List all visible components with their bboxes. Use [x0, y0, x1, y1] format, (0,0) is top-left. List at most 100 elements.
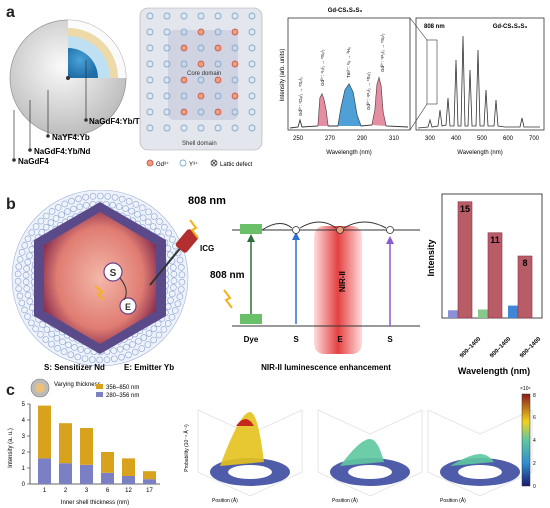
- bar-c-ytick-3: 3: [22, 434, 26, 440]
- spectrum2-title: Gd-CS₁S₂S₃: [493, 24, 528, 30]
- shell-ion: [14, 278, 22, 285]
- legend-defect: Lattic defect: [220, 162, 253, 168]
- shell-ion: [140, 334, 148, 341]
- shell-ion: [115, 203, 123, 210]
- y-ion: [248, 108, 256, 116]
- level-dye: Dye: [244, 335, 259, 344]
- shell-ion: [67, 351, 75, 358]
- y-ion: [180, 124, 188, 132]
- shell-ion: [111, 194, 119, 201]
- site-e: E: [125, 302, 131, 312]
- shell-ion: [134, 210, 141, 218]
- s1-tick-290: 290: [357, 136, 368, 142]
- bar-c-purple-4: [101, 472, 114, 484]
- legend-emitter: E: Emitter Yb: [124, 363, 174, 372]
- shell-ion: [110, 347, 118, 355]
- gd-ion: [197, 28, 205, 36]
- shell-ion: [164, 320, 172, 327]
- legend-purple-swatch: [96, 392, 103, 397]
- shell-ion: [138, 345, 146, 352]
- bar-c-ytick-4: 4: [22, 418, 26, 424]
- shell-ion: [154, 320, 162, 328]
- shell-ion: [48, 330, 56, 338]
- cb-tick-6: 6: [533, 415, 536, 421]
- y-ion: [163, 28, 171, 36]
- bar-c-orange-6: [143, 471, 156, 480]
- shell-ion: [16, 256, 24, 263]
- bar-c-orange-5: [122, 458, 135, 476]
- y-ion: [163, 76, 171, 84]
- level-s1: S: [293, 335, 299, 344]
- shell-domain-label: Shell domain: [182, 141, 217, 147]
- y-ion: [180, 60, 188, 68]
- shell-ion: [37, 217, 45, 225]
- shell-ion: [32, 325, 39, 333]
- shell-ion: [70, 205, 77, 213]
- shell-ion: [21, 306, 28, 314]
- y-ion: [231, 124, 239, 132]
- y-ion: [248, 12, 256, 20]
- shell-ion: [22, 278, 30, 286]
- shell-ion: [128, 207, 135, 215]
- bar-b-value-3: 8: [522, 258, 527, 268]
- shell-label-1: NaGdF4:Yb/Tm: [89, 117, 147, 126]
- shell-ion: [54, 344, 61, 352]
- core-shell-sphere: [9, 19, 127, 137]
- bar-b-ylabel: Intensity: [426, 239, 436, 276]
- y-ion: [163, 44, 171, 52]
- shell-ion: [176, 293, 184, 300]
- s1-tick-270: 270: [325, 136, 336, 142]
- bar-b-small-3: [508, 305, 518, 318]
- s1-annot-4: Gd³⁺: ⁶P₇/₂ → ⁸S₇/₂: [366, 72, 371, 110]
- lattice-schematic: Core domain Shell domain: [139, 7, 263, 151]
- y-ion: [146, 60, 154, 68]
- surface-box-2: [317, 409, 423, 497]
- shell-ion: [139, 214, 147, 222]
- y-ion: [146, 108, 154, 116]
- y-ion: [197, 12, 205, 20]
- shell-ion: [169, 236, 176, 243]
- shell-ion: [174, 300, 182, 307]
- s1-tick-250: 250: [293, 136, 304, 142]
- surface-zlabel: Probability (10⁻⁴ Å⁻²): [183, 424, 190, 472]
- shell-ion: [83, 347, 91, 355]
- shell-ion: [154, 228, 161, 235]
- y-ion: [146, 76, 154, 84]
- bar-b-large-1: [457, 201, 473, 319]
- icg-label: ICG: [200, 244, 214, 253]
- shell-ion: [43, 326, 51, 333]
- s1-tick-310: 310: [389, 136, 400, 142]
- bar-b-small-1: [448, 310, 458, 318]
- gd-ion: [214, 76, 222, 84]
- shell-ion: [28, 319, 35, 327]
- spectrum2-excitation: 808 nm: [424, 24, 445, 30]
- shell-ion: [110, 355, 118, 363]
- bar-c-ylabel: Intensity (a. u.): [8, 428, 14, 468]
- bar-c-cat-3: 3: [85, 488, 89, 494]
- bar-b-value-1: 15: [460, 204, 470, 214]
- shell-ion: [176, 256, 184, 264]
- bar-c-cat-5: 12: [125, 488, 132, 494]
- bar-c-orange-2: [59, 423, 72, 464]
- thickness-inset: Varying thickness: [30, 378, 101, 398]
- icg-molecule: ICG: [149, 219, 214, 286]
- shell-ion: [14, 270, 22, 278]
- bar-c-purple-3: [80, 464, 93, 484]
- gd-ion: [231, 92, 239, 100]
- shell-ion: [145, 330, 153, 337]
- s2-tick-400: 400: [451, 136, 462, 142]
- surface-hole-3: [458, 465, 502, 479]
- shell-ion: [160, 326, 168, 333]
- legend-sensitizer: S: Sensitizer Nd: [44, 363, 105, 372]
- excitation-808: 808 nm: [210, 270, 245, 281]
- cb-tick-4: 4: [533, 438, 536, 444]
- shell-ion: [58, 211, 65, 219]
- shell-ion: [169, 264, 177, 271]
- shell-ion: [23, 265, 30, 272]
- gd-ion: [180, 44, 188, 52]
- shell-ion: [122, 205, 129, 212]
- s2-tick-700: 700: [529, 136, 540, 142]
- shell-ion: [144, 341, 152, 348]
- y-ion: [231, 44, 239, 52]
- shell-ion: [167, 297, 174, 304]
